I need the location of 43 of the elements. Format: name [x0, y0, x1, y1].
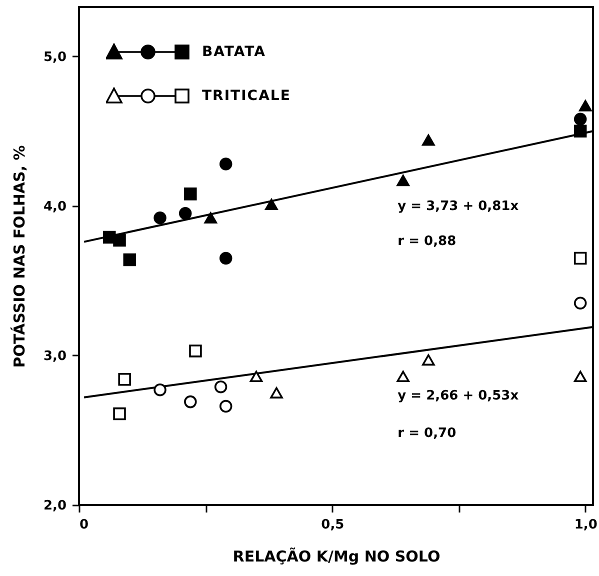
x-tick-label: 0	[80, 518, 89, 532]
point	[250, 370, 263, 382]
legend-label: BATATA	[202, 44, 266, 60]
point	[396, 370, 410, 382]
annotation: r = 0,70	[398, 426, 456, 441]
y-tick-label: 5,0	[43, 50, 66, 65]
y-tick-label: 2,0	[43, 498, 66, 514]
point	[579, 100, 592, 112]
point	[113, 234, 126, 247]
x-tick-label: 1,0	[574, 518, 598, 532]
point	[574, 296, 587, 310]
point	[219, 158, 232, 170]
point	[118, 373, 131, 386]
point	[265, 198, 278, 210]
annotation: y = 2,66 + 0,53x	[398, 388, 520, 404]
point	[214, 380, 228, 394]
point	[574, 370, 587, 382]
y-tick-label: 3,0	[43, 348, 66, 364]
annotation: r = 0,88	[398, 234, 456, 250]
y-tick-label: 4,0	[43, 199, 66, 214]
point	[270, 387, 283, 398]
point	[154, 383, 166, 396]
point	[574, 252, 587, 265]
point	[574, 124, 587, 138]
point	[422, 354, 435, 366]
y-axis-title: POTÁSSIO NAS FOLHAS, %	[10, 145, 28, 368]
point	[123, 253, 136, 266]
point	[154, 212, 166, 224]
point	[219, 252, 232, 265]
point	[574, 112, 587, 126]
legend-label: TRITICALE	[202, 88, 291, 104]
point	[184, 188, 197, 200]
point	[396, 174, 410, 186]
point	[113, 407, 126, 420]
x-tick-label: 0,5	[321, 518, 344, 532]
annotation: y = 3,73 + 0,81x	[398, 199, 520, 214]
point	[422, 134, 435, 146]
point	[184, 395, 197, 408]
x-axis-title: RELAÇÃO K/Mg NO SOLO	[232, 548, 440, 566]
point	[219, 400, 232, 413]
point	[204, 212, 218, 224]
point	[178, 207, 192, 220]
point	[189, 344, 202, 358]
